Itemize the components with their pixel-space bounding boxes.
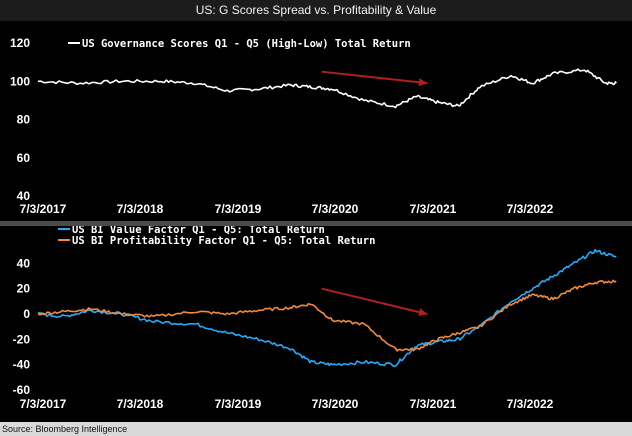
chart-title: US: G Scores Spread vs. Profitability & … [0, 0, 632, 21]
legend-label: US BI Profitability Factor Q1 - Q5: Tota… [72, 235, 375, 247]
trend-arrow [321, 287, 428, 315]
series-line-2 [37, 279, 617, 352]
y-tick-label: 80 [17, 113, 31, 127]
y-tick-label: -60 [13, 383, 31, 397]
trend-arrowhead [418, 78, 427, 87]
y-tick-label: 40 [17, 189, 31, 203]
x-tick-label: 7/3/2022 [507, 202, 554, 216]
x-tick-label: 7/3/2021 [410, 202, 457, 216]
x-tick-label: 7/3/2022 [507, 397, 554, 411]
y-tick-label: 100 [10, 74, 30, 88]
legend-label: US BI Value Factor Q1 - Q5: Total Return [72, 224, 325, 236]
y-tick-label: 0 [23, 307, 30, 321]
x-tick-label: 7/3/2020 [312, 202, 359, 216]
governance-panel: 40 60 80 100 120 7/3/2017 7/3/2018 7/3/2019 7/3/… [10, 36, 617, 216]
factor-panel: -60 -40 -20 0 20 40 7/3/2017 7/3/2018 7/3/2019 7/… [13, 224, 617, 411]
x-tick-label: 7/3/2018 [117, 397, 164, 411]
x-tick-label: 7/3/2018 [117, 202, 164, 216]
x-tick-label: 7/3/2017 [20, 397, 67, 411]
x-tick-label: 7/3/2019 [215, 397, 262, 411]
y-tick-label: 120 [10, 36, 30, 50]
series-line-1 [37, 68, 617, 109]
x-tick-label: 7/3/2021 [410, 397, 457, 411]
y-tick-label: 20 [17, 282, 31, 296]
x-tick-label: 7/3/2017 [20, 202, 67, 216]
trend-arrow [321, 70, 428, 85]
legend-label: US Governance Scores Q1 - Q5 (High-Low) … [82, 38, 411, 50]
series-line-1 [37, 248, 617, 368]
y-tick-label: -20 [13, 332, 31, 346]
y-tick-label: -40 [13, 358, 31, 372]
y-tick-label: 60 [17, 151, 31, 165]
panel-separator [0, 221, 632, 226]
trend-arrowhead [418, 308, 427, 316]
source-note: Source: Bloomberg Intelligence [0, 422, 632, 436]
y-tick-label: 40 [17, 256, 31, 270]
x-tick-label: 7/3/2020 [312, 397, 359, 411]
x-tick-label: 7/3/2019 [215, 202, 262, 216]
